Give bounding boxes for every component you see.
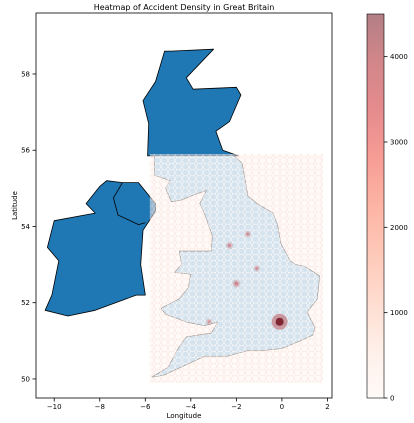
x-axis-label: Longitude (167, 412, 202, 420)
colorbar-tick-label: 2000 (390, 224, 408, 232)
y-tick-label: 50 (21, 375, 30, 383)
x-tick-label: 2 (325, 403, 329, 411)
hotspot-halo (225, 241, 234, 250)
hotspot-halo (244, 230, 252, 238)
colorbar: 0 1000 2000 3000 4000 (366, 13, 408, 403)
hexbin-layer (149, 154, 323, 383)
colorbar-gradient (366, 13, 385, 399)
hotspot-core (234, 281, 239, 286)
hotspot-core (246, 232, 250, 236)
x-axis-ticks: −10 −8 −6 −4 −2 0 2 (47, 398, 330, 411)
chart-title: Heatmap of Accident Density in Great Bri… (94, 3, 275, 12)
y-axis-ticks: 50 52 54 56 58 (21, 70, 36, 383)
y-axis-label: Latitude (11, 191, 19, 220)
colorbar-tick-label: 4000 (390, 53, 408, 61)
map-region-ireland (44, 180, 156, 317)
plot-frame (35, 12, 333, 399)
y-tick-label: 54 (21, 223, 30, 231)
x-tick-label: −4 (186, 403, 197, 411)
y-tick-label: 58 (21, 70, 30, 78)
colorbar-tick-label: 3000 (390, 139, 408, 147)
y-tick-label: 56 (21, 147, 30, 155)
hotspot-halo (253, 265, 261, 272)
hotspot-halo (205, 318, 213, 326)
x-tick-label: −10 (47, 403, 62, 411)
colorbar-ticks: 0 1000 2000 3000 4000 (384, 53, 408, 403)
colorbar-tick-label: 0 (390, 395, 394, 403)
x-tick-label: −8 (95, 403, 105, 411)
plot-area (44, 48, 323, 383)
x-tick-label: −6 (140, 403, 151, 411)
hotspot-core (207, 320, 211, 324)
hotspot-core (227, 243, 232, 248)
colorbar-tick-label: 1000 (390, 309, 408, 317)
hotspot-core (255, 266, 259, 271)
y-tick-label: 52 (21, 299, 30, 307)
x-tick-label: −2 (231, 403, 241, 411)
map-region-scotland (142, 48, 242, 157)
x-tick-label: 0 (280, 403, 284, 411)
hotspot-halo (232, 279, 241, 288)
map-region-northern-ireland-border (113, 182, 146, 225)
hotspot-core (275, 317, 284, 326)
